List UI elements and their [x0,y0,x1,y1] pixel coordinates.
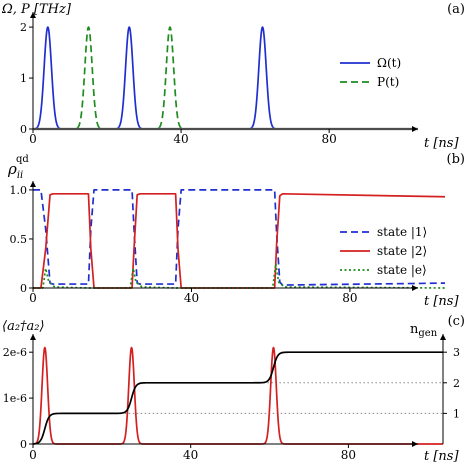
y-tick-label: 2 [20,21,27,34]
legend-label: P(t) [377,75,399,89]
y-axis-arrow [30,334,36,340]
panel-b-label: (b) [447,152,465,167]
y-tick-label: 0 [20,123,27,136]
legend-label: state |1⟩ [377,225,427,239]
series-line-3 [33,262,446,289]
y-tick-label: 1e-6 [3,392,27,405]
panel-a-ylabel: Ω, P [THz] [1,2,72,17]
panel-c-ylabel-right-main: n [410,322,419,337]
y-tick-label: 1 [20,72,27,85]
panel-a-xlabel: t [ns] [424,136,459,151]
panel-b-plot-area [33,189,446,289]
x-tick-label: 80 [342,291,357,305]
y-tick-right-label: 1 [453,407,460,420]
panel-c-xlabel: t [ns] [424,449,459,464]
x-tick-label: 40 [183,448,198,462]
panel-c: 0 40 80 0 1e-6 2e-6 1 2 3 (c) ⟨a₂†a₂⟩ ngen t [ns… [2,314,465,464]
x-axis-arrow [412,285,418,291]
y-tick-label: 0 [20,438,27,451]
panel-b-ylabel-sup: qd [16,154,29,165]
x-tick-label: 0 [29,291,37,305]
panel-a-label: (a) [447,2,465,17]
panel-b-ylabel: ρii [7,160,23,181]
y-tick-label: 0 [20,282,27,295]
panel-b: 0 40 80 0 0.5 1.0 state |1⟩ state |2⟩ state |e⟩… [7,152,465,309]
panel-b-ylabel-main: ρ [7,160,17,178]
panel-a-axes: 0 40 80 0 1 2 [20,12,418,146]
y-axis-arrow [30,12,36,18]
y-axis-arrow [30,181,36,187]
y-tick-label: 2e-6 [3,346,27,359]
x-tick-label: 0 [29,132,37,146]
panel-b-axes: 0 40 80 0 0.5 1.0 [10,181,418,305]
series-line-2 [32,26,419,130]
panel-c-label: (c) [448,314,465,329]
panel-a-legend: Ω(t) P(t) [340,56,401,89]
panel-c-axes: 0 40 80 0 1e-6 2e-6 1 2 3 [3,334,460,462]
panel-a-plot-area [32,26,419,131]
x-axis-arrow [412,441,418,447]
y-tick-label: 1.0 [10,184,28,197]
y-tick-right-label: 3 [453,346,460,359]
panel-c-ylabel: ⟨a₂†a₂⟩ [2,319,45,334]
series-line-1 [32,346,444,445]
y-axis-right-arrow [440,334,446,340]
legend-label: Ω(t) [377,56,401,70]
panel-b-ylabel-sub: ii [17,170,23,181]
panel-b-legend: state |1⟩ state |2⟩ state |e⟩ [340,225,427,277]
series-line-2 [32,351,444,445]
panel-c-ylabel-right: ngen [410,322,438,339]
x-tick-label: 40 [173,132,188,146]
x-tick-label: 40 [184,291,199,305]
x-tick-label: 0 [29,448,37,462]
panel-b-xlabel: t [ns] [424,294,459,309]
x-tick-label: 80 [341,448,356,462]
panel-c-ylabel-right-sub: gen [418,328,437,339]
panel-a: 0 40 80 0 1 2 Ω(t) P(t) (a) Ω, P [THz] t [ns] [1,2,465,151]
legend-label: state |2⟩ [377,244,427,258]
y-tick-right-label: 2 [453,377,460,390]
x-tick-label: 80 [322,132,337,146]
panel-c-plot-area [32,346,444,445]
x-axis-arrow [412,126,418,132]
legend-label: state |e⟩ [377,263,427,277]
y-tick-label: 0.5 [10,233,28,246]
series-line-1 [32,26,419,130]
